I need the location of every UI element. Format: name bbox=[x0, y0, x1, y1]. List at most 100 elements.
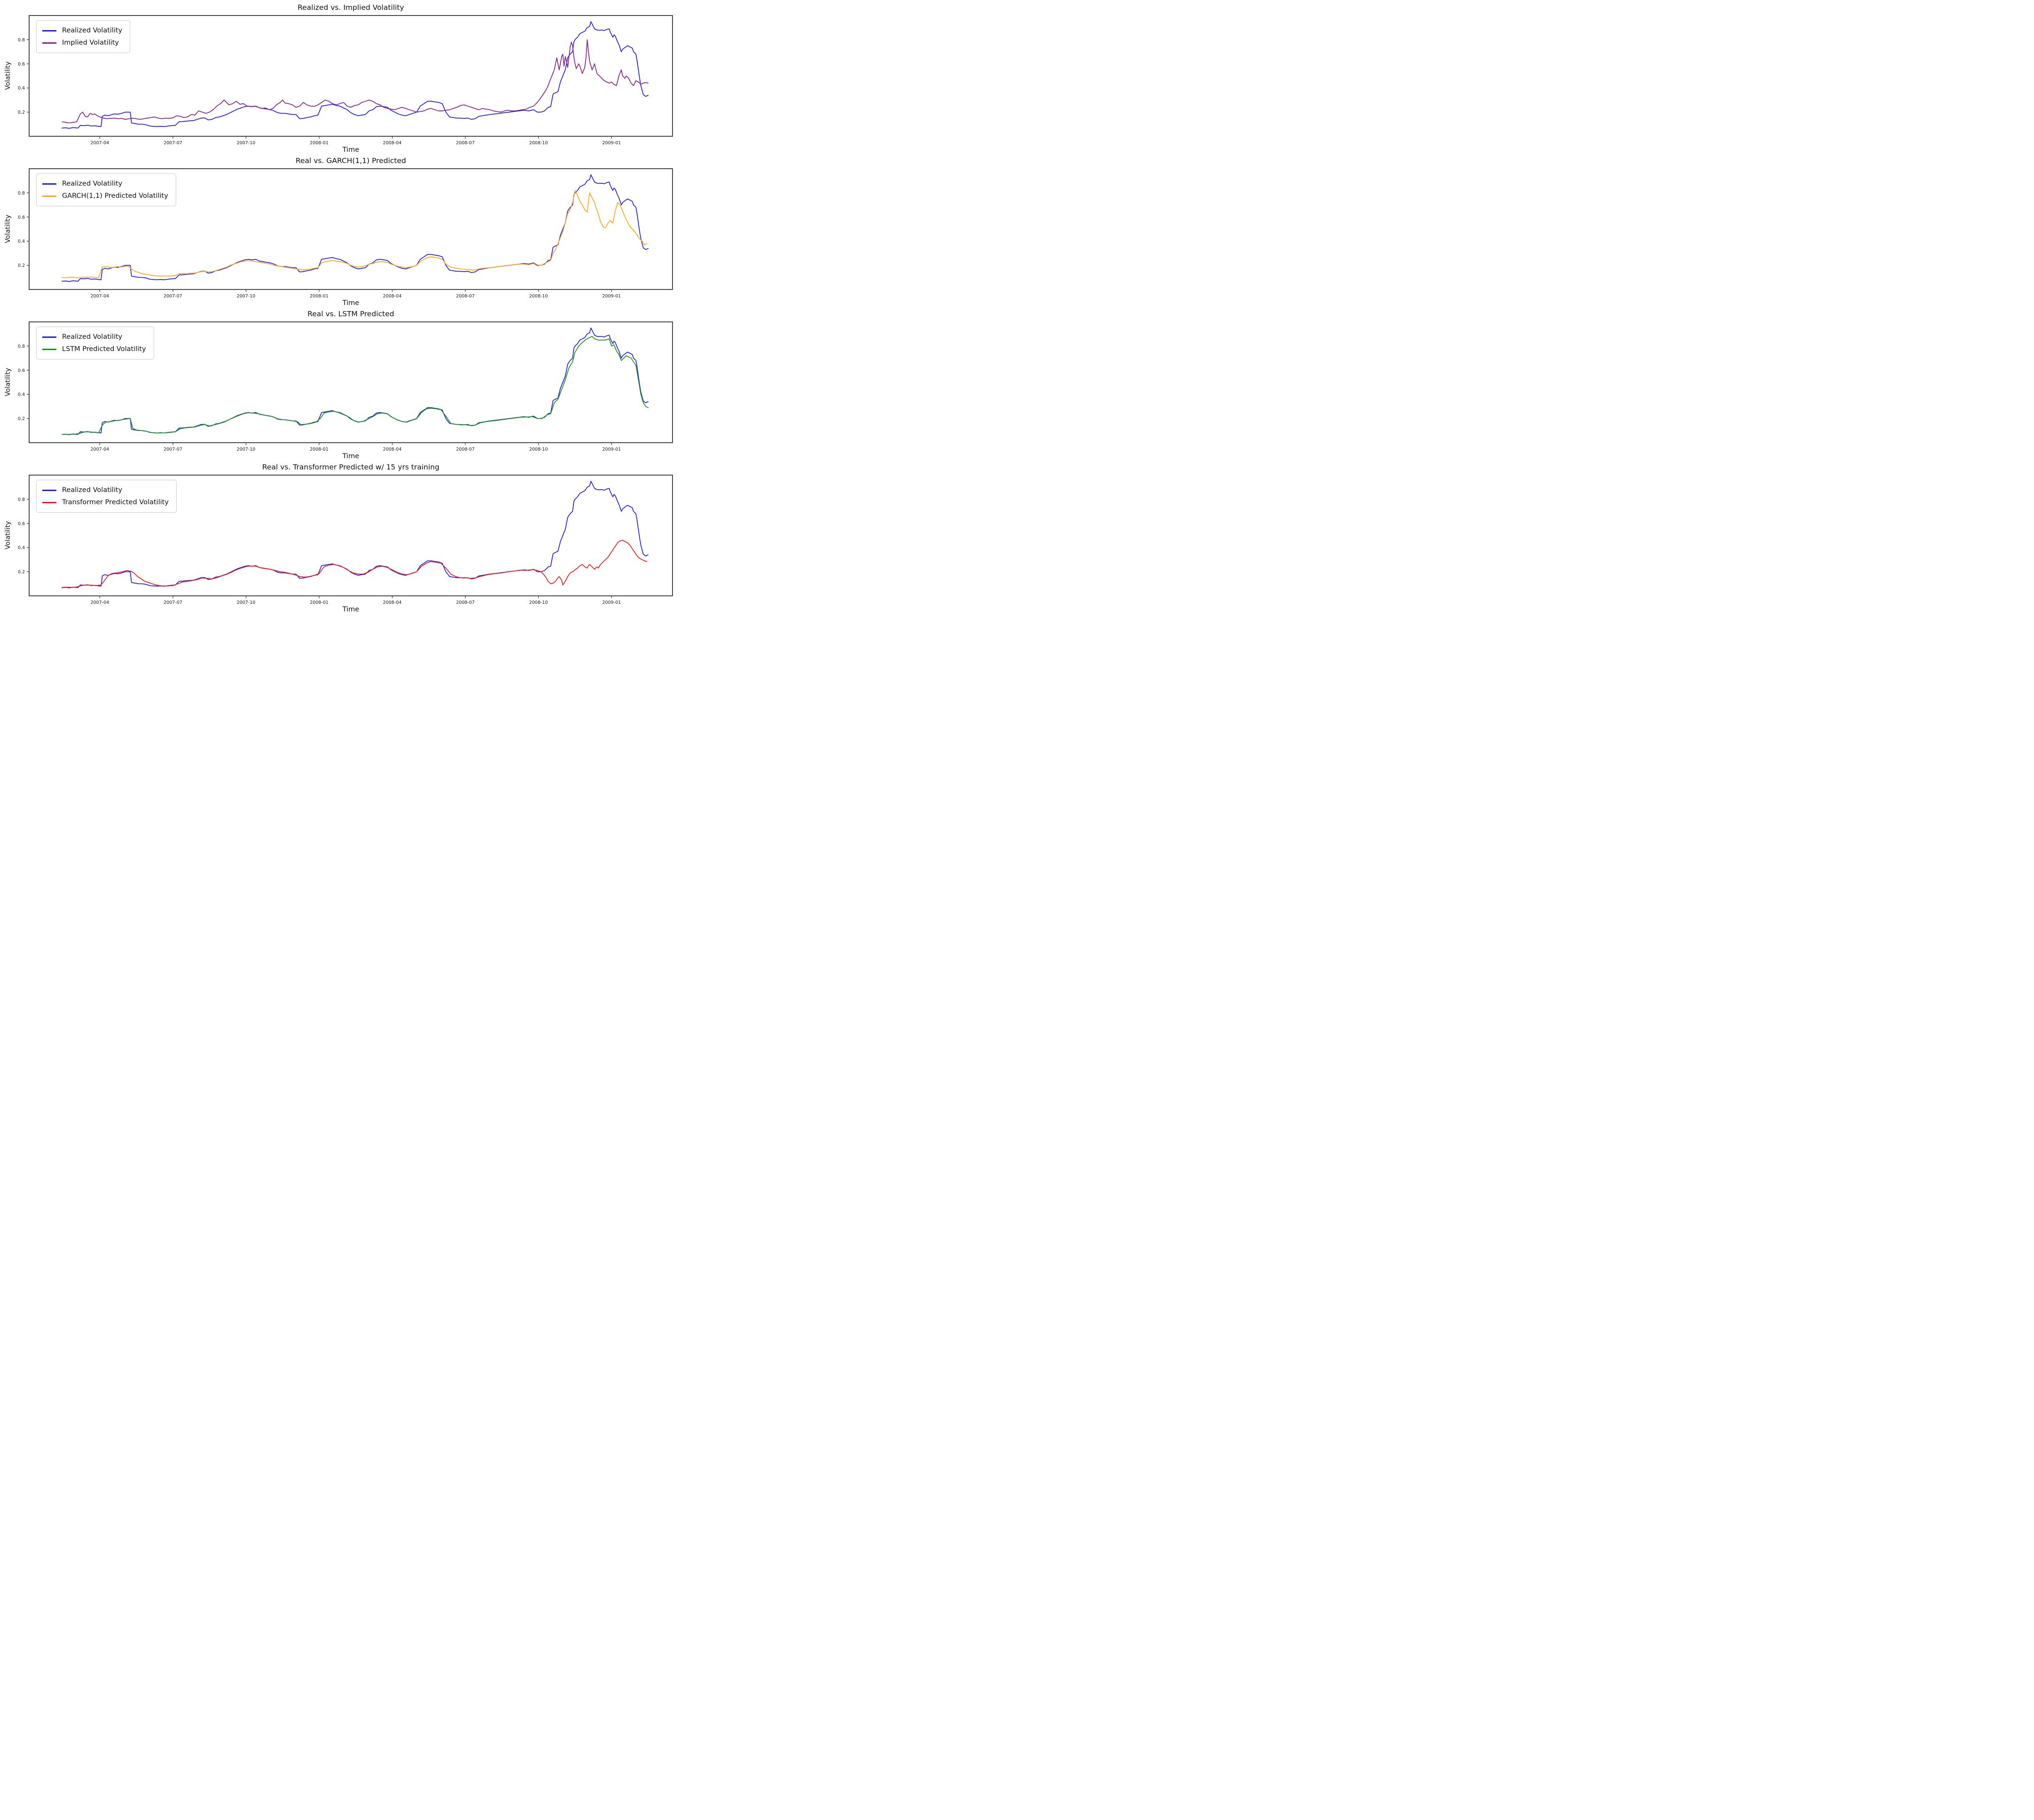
y-tick-label: 0.2 bbox=[18, 416, 25, 422]
subplot-realized-vs-implied: Realized vs. Implied Volatility 2007-04 2… bbox=[0, 3, 678, 156]
realized-volatility-line bbox=[62, 21, 649, 129]
plot-area: 2007-04 2007-07 2007-10 2008-01 2008-04 2008-… bbox=[0, 13, 678, 148]
x-tick-label: 2008-10 bbox=[529, 600, 548, 605]
chart-title: Real vs. GARCH(1,1) Predicted bbox=[296, 156, 406, 165]
x-tick-label: 2007-04 bbox=[91, 141, 110, 146]
plot-border bbox=[29, 15, 673, 137]
x-tick-label: 2008-01 bbox=[310, 294, 329, 299]
legend-label: Transformer Predicted Volatility bbox=[62, 499, 169, 506]
y-axis-label: Volatility bbox=[4, 214, 12, 243]
subplot-real-vs-transformer: Real vs. Transformer Predicted w/ 15 yrs… bbox=[0, 462, 678, 616]
x-tick-label: 2007-10 bbox=[237, 600, 256, 605]
legend-label: Realized Volatility bbox=[62, 27, 123, 34]
legend-entry-garch-1-1-predicted-volatility: GARCH(1,1) Predicted Volatility bbox=[42, 190, 168, 202]
x-tick-label: 2008-10 bbox=[529, 294, 548, 299]
legend-entry-implied-volatility: Implied Volatility bbox=[42, 37, 122, 49]
x-tick-label: 2007-07 bbox=[164, 294, 182, 299]
legend: Realized Volatility Transformer Predicted… bbox=[36, 480, 177, 513]
chart-title: Real vs. LSTM Predicted bbox=[307, 310, 394, 318]
legend-entry-realized-volatility: Realized Volatility bbox=[42, 484, 169, 496]
x-tick-label: 2008-07 bbox=[456, 447, 475, 452]
y-tick-label: 0.2 bbox=[18, 110, 25, 115]
chart-title: Real vs. Transformer Predicted w/ 15 yrs… bbox=[262, 463, 440, 471]
x-tick-label: 2008-07 bbox=[456, 141, 475, 146]
x-tick-label: 2007-10 bbox=[237, 447, 256, 452]
x-tick-label: 2007-07 bbox=[164, 600, 182, 605]
y-tick-label: 0.4 bbox=[18, 86, 25, 91]
legend-label: Realized Volatility bbox=[62, 333, 123, 341]
x-tick-label: 2007-07 bbox=[164, 141, 182, 146]
x-tick-label: 2008-07 bbox=[456, 294, 475, 299]
x-tick-label: 2007-04 bbox=[91, 294, 110, 299]
plot-area: 2007-04 2007-07 2007-10 2008-01 2008-04 2008-… bbox=[0, 319, 678, 454]
legend-label: LSTM Predicted Volatility bbox=[62, 345, 146, 353]
implied-volatility-line bbox=[62, 39, 649, 124]
x-tick-label: 2007-10 bbox=[237, 141, 256, 146]
legend-label: Implied Volatility bbox=[62, 39, 119, 47]
chart-title: Realized vs. Implied Volatility bbox=[297, 3, 404, 12]
legend-line-swatch bbox=[42, 183, 56, 185]
legend: Realized Volatility LSTM Predicted Volati… bbox=[36, 327, 154, 359]
subplot-real-vs-lstm: Real vs. LSTM Predicted 2007-04 2007-07 20… bbox=[0, 309, 678, 462]
legend-entry-realized-volatility: Realized Volatility bbox=[42, 24, 122, 37]
x-tick-label: 2008-04 bbox=[383, 141, 402, 146]
volatility-comparison-figure: Realized vs. Implied Volatility 2007-04 2… bbox=[0, 0, 678, 616]
legend-line-swatch bbox=[42, 348, 56, 350]
lstm-predicted-volatility-line bbox=[62, 336, 649, 435]
y-tick-label: 0.4 bbox=[18, 546, 25, 551]
x-tick-label: 2008-10 bbox=[529, 447, 548, 452]
legend-line-swatch bbox=[42, 42, 56, 44]
realized-volatility-line bbox=[62, 174, 649, 282]
legend-line-swatch bbox=[42, 336, 56, 338]
legend-entry-transformer-predicted-volatility: Transformer Predicted Volatility bbox=[42, 496, 169, 508]
x-tick-label: 2008-01 bbox=[310, 141, 329, 146]
y-tick-label: 0.2 bbox=[18, 263, 25, 268]
plot-canvas-real-vs-transformer: 2007-04 2007-07 2007-10 2008-01 2008-04 2008-… bbox=[18, 475, 673, 605]
plot-border bbox=[29, 475, 673, 596]
y-tick-label: 0.2 bbox=[18, 570, 25, 575]
x-tick-label: 2009-01 bbox=[602, 447, 621, 452]
x-tick-label: 2008-04 bbox=[383, 294, 402, 299]
legend-label: Realized Volatility bbox=[62, 486, 123, 494]
plot-border bbox=[29, 168, 673, 290]
y-axis-label: Volatility bbox=[4, 367, 12, 397]
x-tick-label: 2007-04 bbox=[91, 600, 110, 605]
plot-area: 2007-04 2007-07 2007-10 2008-01 2008-04 2008-… bbox=[0, 472, 678, 608]
legend-label: Realized Volatility bbox=[62, 180, 123, 187]
legend: Realized Volatility GARCH(1,1) Predicted … bbox=[36, 173, 176, 206]
x-tick-label: 2007-07 bbox=[164, 447, 182, 452]
x-tick-label: 2007-10 bbox=[237, 294, 256, 299]
x-tick-label: 2007-04 bbox=[91, 447, 110, 452]
plot-canvas-realized-vs-implied: 2007-04 2007-07 2007-10 2008-01 2008-04 2008-… bbox=[18, 15, 673, 146]
y-tick-label: 0.8 bbox=[18, 344, 25, 349]
plot-canvas-real-vs-garch: 2007-04 2007-07 2007-10 2008-01 2008-04 2008-… bbox=[18, 168, 673, 299]
transformer-predicted-volatility-line bbox=[62, 539, 648, 588]
x-tick-label: 2009-01 bbox=[602, 600, 621, 605]
subplot-real-vs-garch: Real vs. GARCH(1,1) Predicted 2007-04 200… bbox=[0, 156, 678, 309]
legend-label: GARCH(1,1) Predicted Volatility bbox=[62, 192, 168, 200]
y-axis-label: Volatility bbox=[4, 61, 12, 90]
y-tick-label: 0.6 bbox=[18, 368, 25, 373]
y-tick-label: 0.8 bbox=[18, 38, 25, 43]
x-tick-label: 2008-01 bbox=[310, 447, 329, 452]
x-axis-label: Time bbox=[342, 453, 360, 460]
legend-line-swatch bbox=[42, 501, 56, 503]
x-axis-label: Time bbox=[342, 146, 360, 154]
plot-canvas-real-vs-lstm: 2007-04 2007-07 2007-10 2008-01 2008-04 2008-… bbox=[18, 321, 673, 452]
x-tick-label: 2008-10 bbox=[529, 141, 548, 146]
legend-entry-lstm-predicted-volatility: LSTM Predicted Volatility bbox=[42, 343, 146, 355]
y-tick-label: 0.6 bbox=[18, 62, 25, 67]
x-tick-label: 2008-01 bbox=[310, 600, 329, 605]
x-tick-label: 2008-04 bbox=[383, 600, 402, 605]
plot-area: 2007-04 2007-07 2007-10 2008-01 2008-04 2008-… bbox=[0, 166, 678, 301]
y-tick-label: 0.6 bbox=[18, 521, 25, 526]
plot-border bbox=[29, 321, 673, 443]
x-tick-label: 2008-07 bbox=[456, 600, 475, 605]
x-axis-label: Time bbox=[342, 606, 360, 613]
garch-1-1-predicted-volatility-line bbox=[62, 190, 648, 279]
y-axis-label: Volatility bbox=[4, 521, 12, 550]
legend-line-swatch bbox=[42, 195, 56, 197]
legend-entry-realized-volatility: Realized Volatility bbox=[42, 178, 168, 190]
realized-volatility-line bbox=[62, 481, 649, 588]
x-tick-label: 2009-01 bbox=[602, 294, 621, 299]
